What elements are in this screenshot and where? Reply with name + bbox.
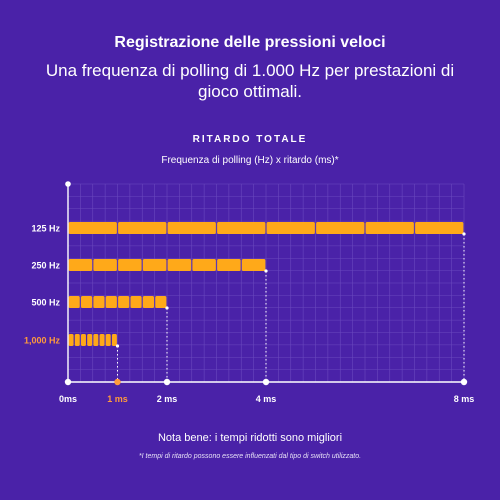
x-tick-dot [460,378,468,386]
bar-segment [99,334,105,346]
bar-segment [80,296,93,308]
category-label: 125 Hz [31,224,60,234]
bar-segment [130,296,142,308]
x-tick-label: 4 ms [256,394,277,404]
bar-segment [167,222,216,234]
bar-segment [111,334,117,346]
bar-segment [192,259,216,271]
bar-segment [142,296,155,308]
bar-segment [365,222,414,234]
category-label: 1,000 Hz [24,336,61,346]
bar-segment [105,296,117,308]
bar-segment [118,296,130,308]
bar-segment [93,259,117,271]
y-axis-end-dot [65,181,71,187]
x-tick-label: 2 ms [157,394,178,404]
bar-segment [217,259,241,271]
bar-segment [167,259,192,271]
label-layer: 125 Hz 250 Hz 500 Hz 1,000 Hz 0ms 1 ms 2 ms 4 m… [24,224,474,405]
category-label: 250 Hz [31,261,60,271]
axis-layer [64,181,468,386]
page-title: Registrazione delle pressioni veloci [114,34,386,51]
bar-segment [93,296,105,308]
x-tick-label: 1 ms [107,394,128,404]
bar-segment [87,334,93,346]
bar-end-dot [264,269,268,273]
bar-end-dot [115,344,120,348]
bar-segment [316,222,365,234]
bar-segment [68,259,93,271]
bar-end-dot [165,306,169,310]
bar-segment [415,222,464,234]
x-tick-dot [114,378,121,386]
bar-segment [118,222,167,234]
x-tick-dot [262,378,270,386]
category-label: 500 Hz [31,298,60,308]
bar-end-dot [462,232,466,236]
bar-segment [241,259,266,271]
bar-segment [68,296,80,308]
bar-segment [105,334,111,346]
x-tick-label: 8 ms [454,394,475,404]
x-tick-label: 0ms [59,394,77,404]
x-tick-dot [64,378,72,386]
footnote-text: *I tempi di ritardo possono essere influ… [138,453,362,460]
page-subtitle: Una frequenza di polling di 1.000 Hz per… [45,61,455,101]
bar-segment [93,334,99,346]
bar-segment [68,222,117,234]
bar-segment [217,222,266,234]
chart-title: RITARDO TOTALE [192,134,308,145]
note-text: Nota bene: i tempi ridotti sono migliori [157,432,343,444]
bar-segment [118,259,142,271]
bar-segment [74,334,80,346]
x-tick-dot [163,378,171,386]
bar-layer [68,222,466,382]
bar-segment [266,222,315,234]
chart-subtitle: Frequenza di polling (Hz) x ritardo (ms)… [161,155,339,166]
bar-segment [142,259,167,271]
bar-segment [155,296,167,308]
bar-segment [68,334,74,346]
bar-segment [80,334,86,346]
